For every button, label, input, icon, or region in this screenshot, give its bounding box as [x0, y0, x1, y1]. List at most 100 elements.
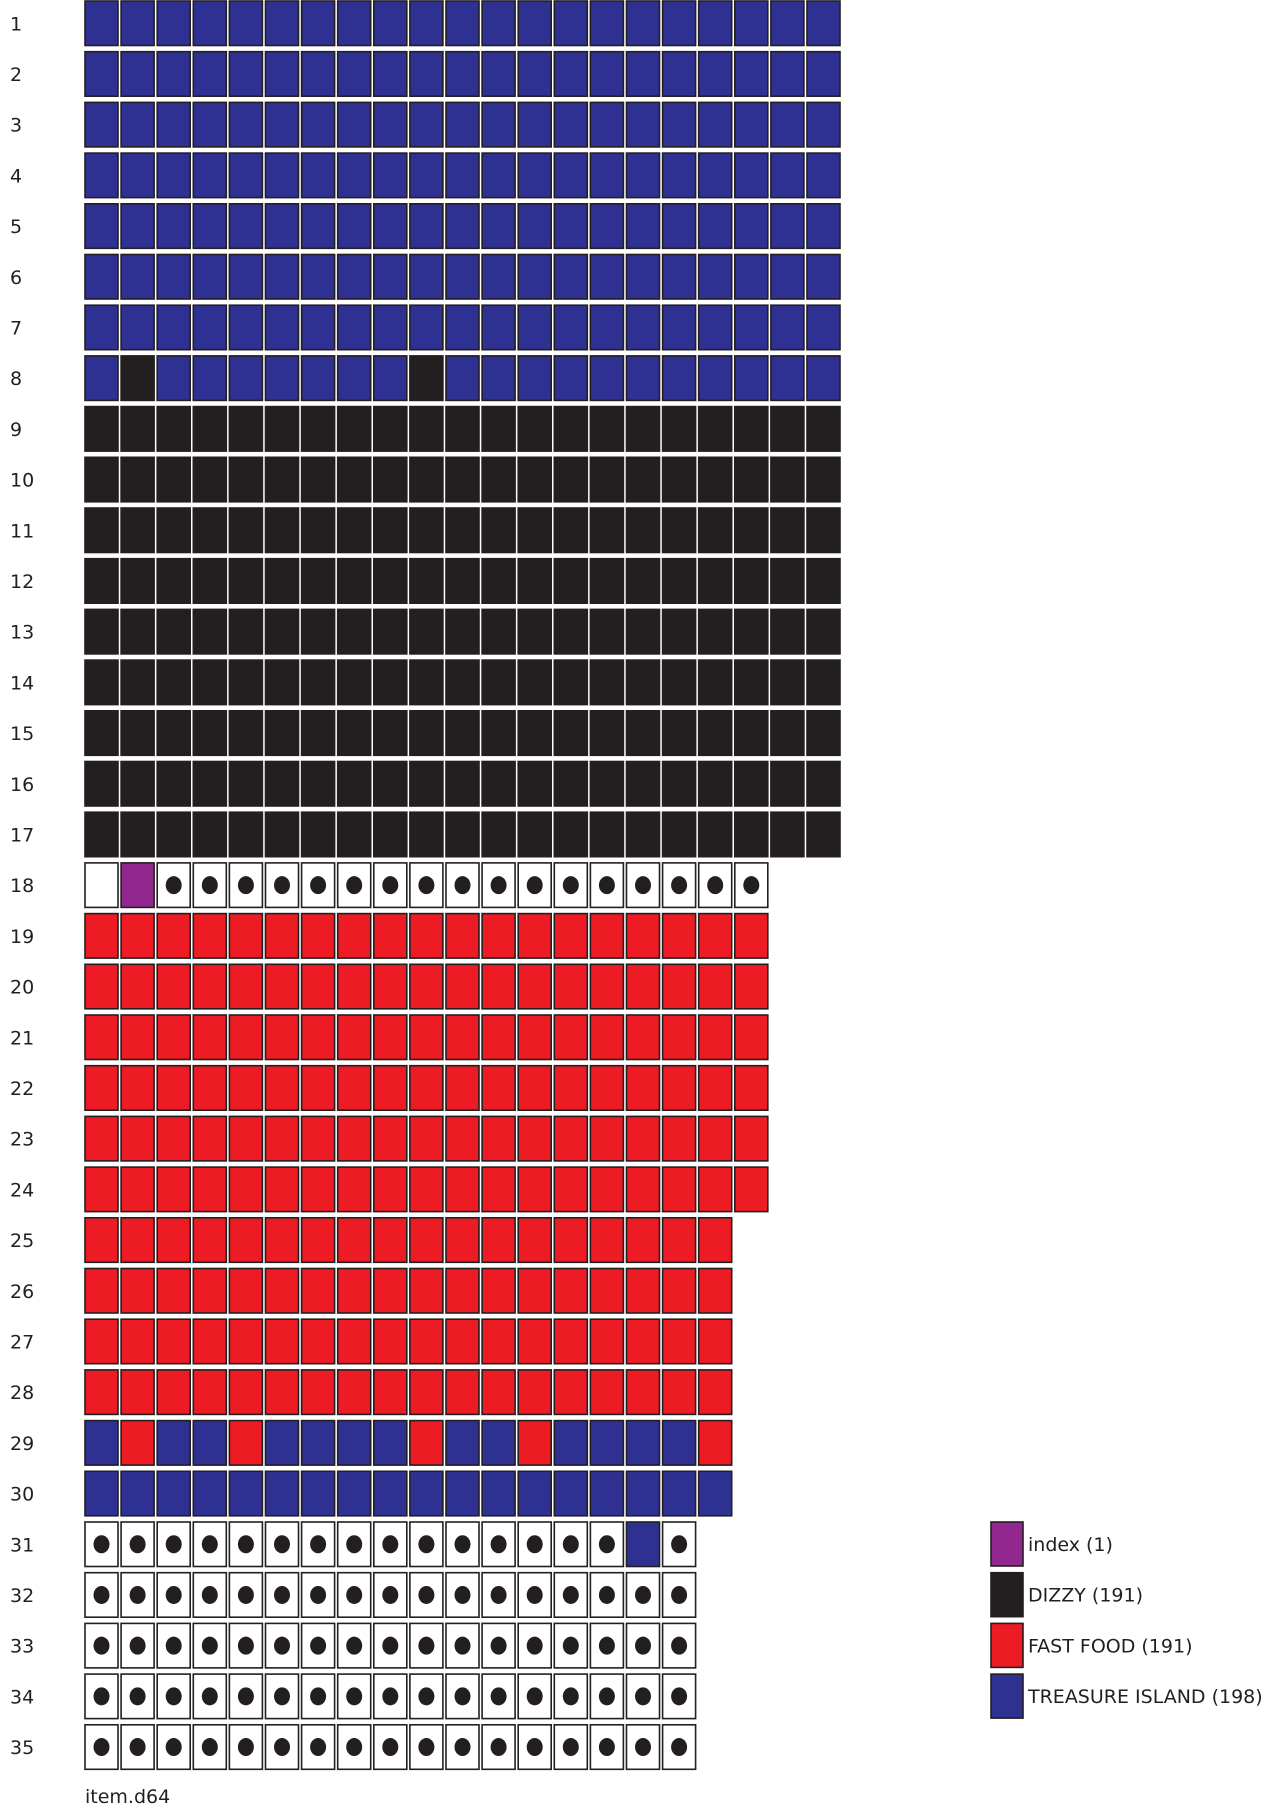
- waffle-cell: [192, 811, 228, 858]
- waffle-cell: [372, 1318, 408, 1365]
- waffle-cell: [300, 1318, 336, 1365]
- waffle-cell: [806, 203, 841, 250]
- waffle-cell: [409, 1217, 444, 1264]
- dot-marker: [635, 1738, 651, 1757]
- waffle-cell: [589, 203, 625, 250]
- dot-marker: [454, 1687, 471, 1706]
- waffle-cell: [228, 0, 264, 47]
- waffle-cell: [300, 456, 336, 503]
- waffle-cell: [192, 507, 228, 554]
- waffle-cell: [481, 912, 516, 959]
- dot-marker: [165, 1535, 182, 1554]
- waffle-cell: [336, 304, 372, 351]
- waffle-cell: [553, 760, 589, 807]
- waffle-cell: [481, 203, 516, 250]
- row-label: 28: [10, 1382, 34, 1404]
- waffle-cell: [661, 1166, 697, 1213]
- waffle-cell: [300, 760, 336, 807]
- waffle-cell: [445, 1014, 480, 1061]
- waffle-cell: [589, 50, 625, 98]
- dot-marker: [274, 1738, 290, 1757]
- waffle-cell: [733, 557, 769, 605]
- waffle-cell: [517, 1470, 553, 1517]
- row-label: 25: [10, 1230, 34, 1252]
- dot-marker: [598, 1636, 615, 1655]
- dot-marker: [418, 1535, 435, 1554]
- row-label: 5: [10, 216, 22, 238]
- waffle-cell: [84, 608, 119, 655]
- waffle-cell: [445, 760, 480, 807]
- waffle-cell: [517, 1014, 553, 1061]
- waffle-cell: [733, 1064, 769, 1111]
- waffle-cell: [336, 659, 372, 706]
- waffle-cell: [228, 709, 264, 757]
- waffle-cell: [372, 811, 408, 858]
- dot-marker: [382, 1636, 399, 1655]
- waffle-cell: [120, 101, 155, 148]
- waffle-cell: [192, 304, 228, 351]
- legend-label: index (1): [1028, 1534, 1113, 1556]
- waffle-cell: [192, 608, 228, 655]
- waffle-cell: [589, 1267, 625, 1314]
- waffle-cell: [300, 1115, 336, 1162]
- waffle-cell: [733, 811, 769, 858]
- dot-marker: [382, 1585, 399, 1604]
- waffle-cell: [228, 1064, 264, 1111]
- dot-marker: [346, 1585, 363, 1604]
- waffle-cell: [264, 507, 300, 554]
- dot-marker: [165, 876, 182, 895]
- waffle-cell: [120, 253, 155, 300]
- waffle-cell: [336, 405, 372, 452]
- waffle-cell: [625, 507, 661, 554]
- waffle-cell: [589, 963, 625, 1010]
- waffle-cell: [517, 0, 553, 47]
- dot-marker: [598, 1585, 615, 1604]
- waffle-cell: [697, 1014, 733, 1061]
- waffle-cell: [192, 1267, 228, 1314]
- waffle-cell: [120, 709, 155, 757]
- waffle-cell: [625, 1267, 661, 1314]
- waffle-cell: [553, 557, 589, 605]
- waffle-cell: [733, 0, 769, 47]
- waffle-cell: [733, 101, 769, 148]
- waffle-cell: [84, 1369, 119, 1416]
- waffle-cell: [192, 1014, 228, 1061]
- waffle-cell: [336, 1318, 372, 1365]
- waffle-cell: [625, 1419, 661, 1466]
- waffle-cell: [156, 608, 191, 655]
- waffle-cell: [589, 101, 625, 148]
- waffle-cell: [120, 1217, 155, 1264]
- waffle-cell: [445, 1267, 480, 1314]
- waffle-cell: [517, 203, 553, 250]
- waffle-cell: [300, 557, 336, 605]
- waffle-cell: [589, 507, 625, 554]
- waffle-cell: [589, 1419, 625, 1466]
- waffle-cell: [770, 203, 805, 250]
- dot-marker: [237, 1535, 254, 1554]
- dot-marker: [418, 876, 435, 895]
- waffle-cell: [697, 1166, 733, 1213]
- waffle-cell: [733, 253, 769, 300]
- waffle-cell: [336, 1419, 372, 1466]
- waffle-cell: [336, 0, 372, 47]
- dot-marker: [418, 1585, 435, 1604]
- waffle-cell: [156, 50, 191, 98]
- waffle-cell: [336, 1521, 372, 1568]
- waffle-cell: [372, 1064, 408, 1111]
- waffle-cell: [156, 1166, 191, 1213]
- waffle-cell: [481, 1014, 516, 1061]
- row-label: 19: [10, 926, 34, 948]
- dot-marker: [165, 1687, 182, 1706]
- waffle-cell: [156, 253, 191, 300]
- waffle-cell: [300, 152, 336, 199]
- waffle-cell: [84, 1217, 119, 1264]
- waffle-cell: [697, 1217, 733, 1264]
- dot-marker: [490, 1535, 507, 1554]
- waffle-cell: [806, 557, 841, 605]
- waffle-cell: [445, 355, 480, 402]
- waffle-cell: [372, 0, 408, 47]
- waffle-cell: [733, 963, 769, 1010]
- row-label: 20: [10, 977, 34, 999]
- waffle-cell: [84, 557, 119, 605]
- legend-label: FAST FOOD (191): [1028, 1635, 1193, 1657]
